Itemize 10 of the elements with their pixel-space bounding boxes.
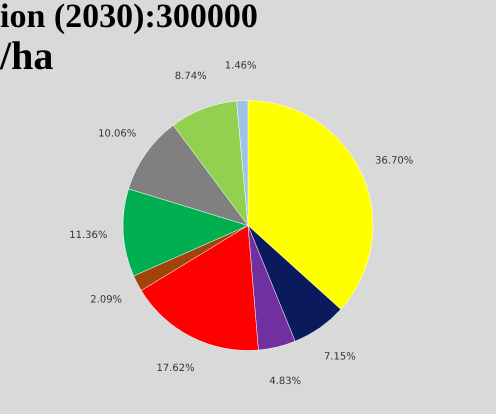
- data-label: 17.62%: [156, 363, 195, 374]
- data-label: 36.70%: [375, 156, 414, 167]
- chart-title: ion (2030):300000: [0, 0, 258, 35]
- data-label: 7.15%: [324, 352, 356, 363]
- data-label: 11.36%: [69, 230, 108, 241]
- data-label: 8.74%: [174, 71, 207, 82]
- data-label: 4.83%: [269, 376, 302, 388]
- data-label: 2.09%: [90, 294, 122, 306]
- data-label: 1.46%: [224, 60, 257, 72]
- data-label: 10.06%: [98, 128, 136, 140]
